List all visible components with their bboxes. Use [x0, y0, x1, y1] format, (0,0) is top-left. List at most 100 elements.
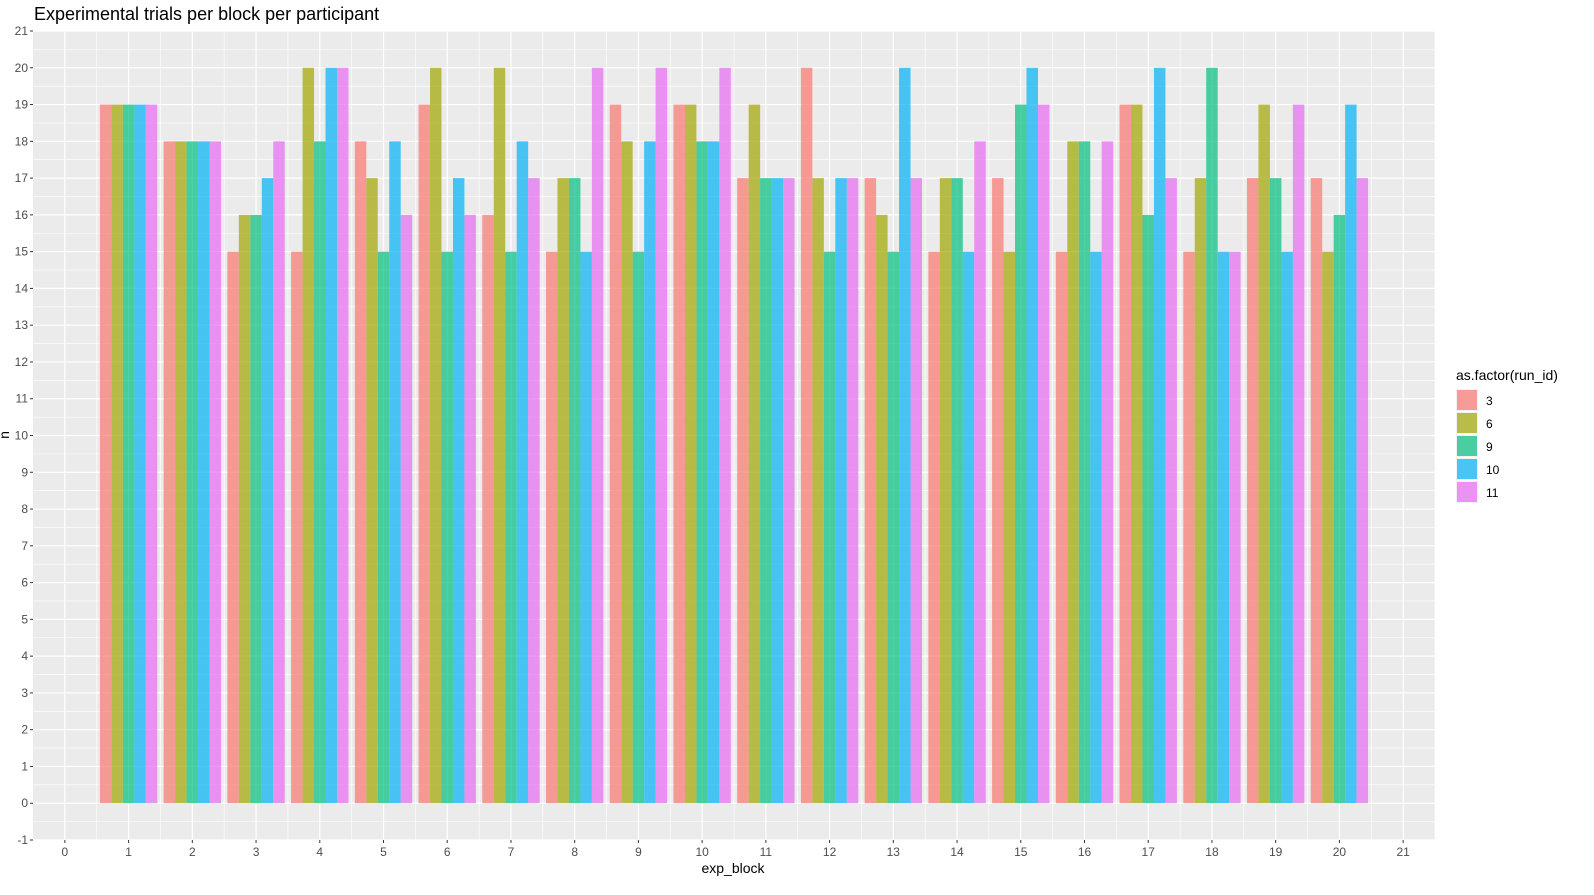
bar-block-11-run-11	[783, 178, 795, 804]
bar-block-20-run-10	[1345, 104, 1357, 804]
x-axis-title: exp_block	[701, 860, 765, 876]
legend-label-3: 3	[1486, 394, 1493, 408]
bar-block-10-run-9	[696, 141, 708, 804]
bar-block-18-run-6	[1194, 178, 1207, 804]
bar-block-17-run-11	[1165, 178, 1177, 804]
bar-block-5-run-10	[389, 141, 401, 804]
y-tick-label: 8	[21, 502, 28, 516]
bar-block-14-run-11	[974, 141, 986, 804]
bar-block-15-run-6	[1003, 251, 1016, 804]
legend-title: as.factor(run_id)	[1456, 367, 1558, 383]
bar-block-18-run-11	[1229, 251, 1241, 804]
y-tick-label: 7	[21, 539, 28, 553]
bar-block-14-run-10	[962, 251, 975, 804]
y-tick-label: 19	[15, 98, 29, 112]
bar-block-6-run-10	[452, 178, 465, 804]
bar-block-13-run-10	[899, 67, 911, 804]
bar-block-20-run-6	[1322, 251, 1334, 804]
bar-block-5-run-11	[400, 214, 413, 804]
bar-block-1-run-6	[111, 104, 123, 804]
bar-block-2-run-9	[186, 141, 199, 804]
legend-label-9: 9	[1486, 440, 1493, 454]
x-tick-label: 13	[887, 845, 901, 859]
bar-block-6-run-11	[464, 214, 476, 804]
bar-block-16-run-3	[1055, 251, 1068, 804]
legend-swatch-3	[1457, 390, 1477, 410]
y-tick-label: 0	[21, 796, 28, 810]
y-tick-label: 9	[21, 465, 28, 479]
bar-block-8-run-3	[546, 251, 558, 804]
bar-block-13-run-6	[876, 214, 888, 804]
x-tick-label: 10	[695, 845, 709, 859]
bar-block-18-run-3	[1183, 251, 1195, 804]
bar-block-1-run-3	[99, 104, 112, 804]
bar-block-20-run-9	[1333, 214, 1346, 804]
x-tick-label: 18	[1205, 845, 1219, 859]
legend-swatch-6	[1457, 413, 1477, 433]
bar-block-15-run-10	[1026, 67, 1038, 804]
bar-block-3-run-10	[261, 178, 274, 804]
bar-block-4-run-9	[314, 141, 326, 804]
bar-block-11-run-9	[760, 178, 772, 804]
bar-block-6-run-3	[418, 104, 431, 804]
bar-block-12-run-10	[835, 178, 847, 804]
x-tick-label: 4	[316, 845, 323, 859]
bar-block-4-run-11	[336, 67, 349, 804]
bar-block-4-run-10	[325, 67, 337, 804]
bar-block-3-run-3	[227, 251, 239, 804]
bar-block-20-run-11	[1356, 178, 1369, 804]
bar-block-19-run-10	[1281, 251, 1293, 804]
bar-block-16-run-9	[1078, 141, 1091, 804]
legend: as.factor(run_id) 3 6 9 10 11	[1456, 367, 1558, 503]
bar-block-11-run-10	[771, 178, 784, 804]
x-tick-label: 7	[508, 845, 515, 859]
bar-block-9-run-11	[655, 67, 668, 804]
bar-block-1-run-11	[145, 104, 158, 804]
bar-block-6-run-6	[430, 67, 442, 804]
y-tick-label: 15	[15, 245, 29, 259]
x-tick-label: 8	[571, 845, 578, 859]
bar-block-10-run-11	[719, 67, 731, 804]
x-axis: 0 1 2 3 4 5 6 7 8 9 10 11 12 13 14 15 16 17 18 19 20 21	[62, 840, 1410, 859]
bar-block-11-run-6	[748, 104, 761, 804]
y-tick-label: 10	[15, 429, 29, 443]
bar-block-18-run-10	[1217, 251, 1230, 804]
bar-block-5-run-9	[377, 251, 390, 804]
y-tick-label: 17	[15, 171, 29, 185]
bar-block-19-run-9	[1269, 178, 1282, 804]
bar-block-14-run-6	[939, 178, 952, 804]
x-tick-label: 0	[62, 845, 69, 859]
x-tick-label: 12	[823, 845, 837, 859]
bar-block-1-run-10	[134, 104, 146, 804]
bar-block-16-run-6	[1067, 141, 1079, 804]
bar-block-13-run-3	[864, 178, 877, 804]
bar-block-15-run-3	[992, 178, 1004, 804]
legend-swatch-11	[1457, 482, 1477, 502]
bar-block-10-run-6	[684, 104, 697, 804]
y-tick-label: 12	[15, 355, 29, 369]
bar-block-7-run-9	[505, 251, 517, 804]
legend-label-11: 11	[1486, 486, 1499, 500]
bar-block-15-run-9	[1015, 104, 1027, 804]
bars	[99, 67, 1369, 804]
bar-block-7-run-11	[528, 178, 540, 804]
bar-block-7-run-6	[493, 67, 506, 804]
bar-block-14-run-9	[951, 178, 963, 804]
bar-block-4-run-3	[291, 251, 303, 804]
y-tick-label: 14	[15, 281, 29, 295]
chart-title: Experimental trials per block per partic…	[34, 4, 379, 24]
y-tick-label: 5	[21, 612, 28, 626]
y-tick-label: 16	[15, 208, 29, 222]
y-tick-label: 20	[15, 61, 29, 75]
bar-block-17-run-9	[1142, 214, 1154, 804]
x-tick-label: 15	[1014, 845, 1028, 859]
legend-label-10: 10	[1486, 463, 1500, 477]
bar-block-9-run-9	[632, 251, 645, 804]
bar-block-6-run-9	[441, 251, 453, 804]
bar-block-8-run-9	[568, 178, 581, 804]
legend-swatch-9	[1457, 436, 1477, 456]
bar-block-1-run-9	[122, 104, 135, 804]
y-tick-label: 13	[15, 318, 29, 332]
